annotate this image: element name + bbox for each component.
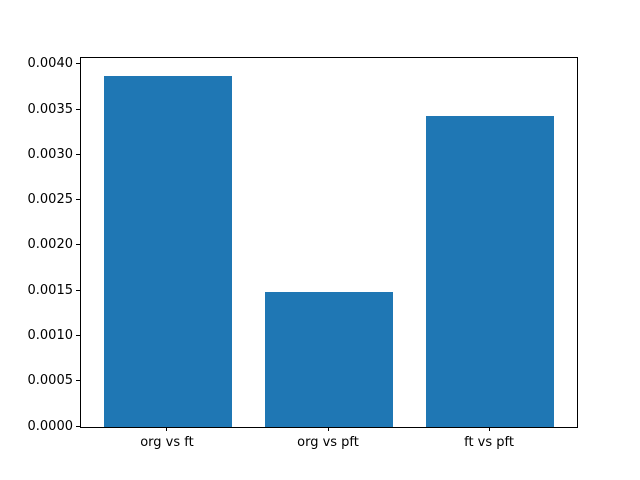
y-axis-tick-label: 0.0020 (27, 237, 74, 253)
x-axis-tick-label: org vs ft (140, 435, 194, 450)
y-tick-mark (76, 425, 80, 427)
y-tick-mark (76, 199, 80, 201)
y-tick-mark (76, 380, 80, 382)
y-axis-tick-label: 0.0035 (27, 101, 74, 117)
y-tick-mark (76, 334, 80, 336)
y-tick-mark (76, 108, 80, 110)
x-axis-tick-label: ft vs pft (464, 435, 514, 450)
y-axis-tick-label: 0.0010 (27, 327, 74, 343)
y-tick-mark (76, 244, 80, 246)
y-axis-tick-label: 0.0040 (27, 56, 74, 72)
bar-org-vs-pft (264, 292, 394, 427)
plot-area (80, 57, 578, 428)
y-axis-tick-label: 0.0025 (27, 192, 74, 208)
y-tick-mark (76, 63, 80, 65)
y-axis-tick-label: 0.0000 (27, 418, 74, 434)
y-tick-mark (76, 289, 80, 291)
bar-ft-vs-pft (425, 115, 555, 427)
y-axis-tick-label: 0.0005 (27, 373, 74, 389)
y-tick-mark (76, 153, 80, 155)
y-axis-tick-label: 0.0015 (27, 282, 74, 298)
x-axis-tick-label: org vs pft (297, 435, 359, 450)
x-tick-mark (488, 427, 490, 431)
y-axis-tick-label: 0.0030 (27, 146, 74, 162)
x-tick-mark (166, 427, 168, 431)
x-tick-mark (327, 427, 329, 431)
bar-org-vs-ft (103, 75, 233, 427)
